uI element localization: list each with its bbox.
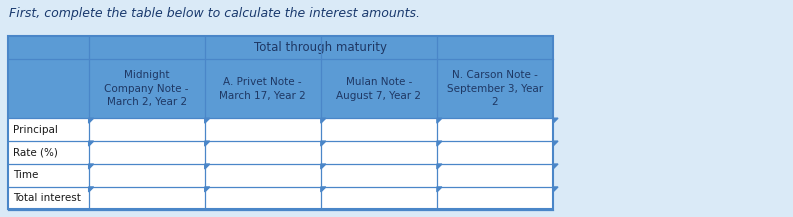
- Polygon shape: [553, 141, 558, 146]
- Polygon shape: [553, 164, 558, 169]
- Polygon shape: [89, 164, 94, 169]
- Bar: [8, 141, 553, 164]
- Text: Midnight
Company Note -
March 2, Year 2: Midnight Company Note - March 2, Year 2: [105, 70, 189, 107]
- Polygon shape: [321, 164, 326, 169]
- Polygon shape: [205, 141, 209, 146]
- Text: Total interest: Total interest: [13, 193, 81, 203]
- Polygon shape: [89, 118, 94, 123]
- Polygon shape: [321, 118, 326, 123]
- Text: Time: Time: [13, 171, 38, 181]
- Polygon shape: [321, 187, 326, 192]
- Bar: [8, 118, 553, 141]
- Text: Rate (%): Rate (%): [13, 148, 58, 158]
- Polygon shape: [205, 187, 209, 192]
- Polygon shape: [89, 187, 94, 192]
- Bar: [8, 187, 553, 210]
- Text: First, complete the table below to calculate the interest amounts.: First, complete the table below to calcu…: [9, 8, 420, 20]
- Bar: [8, 36, 553, 209]
- Polygon shape: [89, 141, 94, 146]
- Polygon shape: [205, 164, 209, 169]
- Polygon shape: [437, 141, 442, 146]
- Text: Mulan Note -
August 7, Year 2: Mulan Note - August 7, Year 2: [336, 77, 421, 100]
- Polygon shape: [553, 118, 558, 123]
- Text: Total through maturity: Total through maturity: [255, 41, 387, 54]
- Polygon shape: [437, 164, 442, 169]
- Polygon shape: [553, 187, 558, 192]
- Text: N. Carson Note -
September 3, Year
2: N. Carson Note - September 3, Year 2: [447, 70, 543, 107]
- Polygon shape: [437, 118, 442, 123]
- Bar: [0, 0, 793, 28]
- Polygon shape: [205, 118, 209, 123]
- Polygon shape: [321, 141, 326, 146]
- Text: A. Privet Note -
March 17, Year 2: A. Privet Note - March 17, Year 2: [220, 77, 306, 100]
- Text: Principal: Principal: [13, 125, 58, 135]
- Polygon shape: [437, 187, 442, 192]
- Bar: [8, 164, 553, 187]
- Bar: [8, 36, 553, 209]
